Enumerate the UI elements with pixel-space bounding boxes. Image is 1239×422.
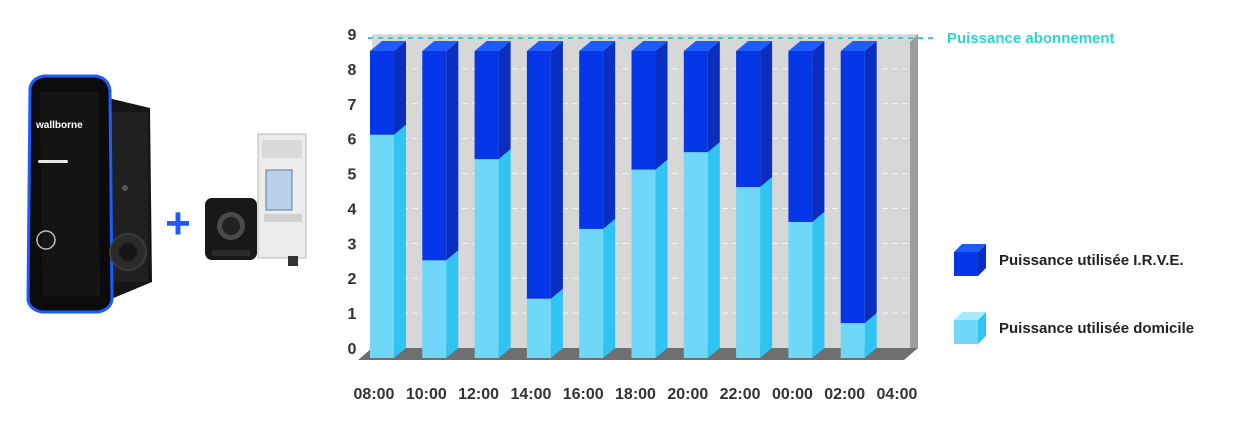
- bar-irve: [736, 40, 773, 188]
- legend-domicile-swatch: [954, 312, 986, 344]
- bar-irve: [422, 40, 459, 261]
- bar-irve: [631, 40, 668, 170]
- x-tick-label: 02:00: [824, 386, 865, 403]
- y-tick-label: 9: [348, 27, 357, 44]
- x-tick-label: 22:00: [720, 386, 761, 403]
- bar-irve: [683, 40, 720, 153]
- bar-domicile: [840, 313, 877, 358]
- x-tick-label: 14:00: [510, 386, 551, 403]
- x-tick-label: 12:00: [458, 386, 499, 403]
- y-tick-label: 7: [348, 97, 357, 114]
- y-tick-label: 1: [348, 306, 357, 323]
- x-tick-label: 18:00: [615, 386, 656, 403]
- x-tick-label: 04:00: [877, 386, 918, 403]
- y-tick-label: 3: [348, 236, 357, 253]
- x-tick-label: 10:00: [406, 386, 447, 403]
- bar-domicile: [474, 149, 511, 358]
- x-tick-label: 20:00: [667, 386, 708, 403]
- x-tick-label: 16:00: [563, 386, 604, 403]
- bar-irve: [788, 40, 825, 222]
- reference-line-label: Puissance abonnement: [947, 30, 1115, 47]
- bar-irve: [526, 40, 563, 299]
- bar-domicile: [736, 177, 773, 358]
- bar-irve: [579, 40, 616, 229]
- bar-irve: [840, 40, 877, 324]
- y-tick-label: 6: [348, 132, 357, 149]
- legend-irve-label: Puissance utilisée I.R.V.E.: [999, 252, 1184, 269]
- y-tick-label: 2: [348, 271, 357, 288]
- charger-icon: [26, 74, 152, 314]
- plot-side-wall: [910, 34, 918, 348]
- energy-meter-icon: [257, 133, 307, 266]
- bar-domicile: [370, 124, 406, 358]
- plus-sign: +: [165, 199, 191, 248]
- y-tick-label: 4: [348, 201, 357, 218]
- bar-domicile: [526, 288, 563, 358]
- x-tick-label: 08:00: [354, 386, 395, 403]
- bar-domicile: [579, 218, 616, 358]
- x-tick-label: 00:00: [772, 386, 813, 403]
- devices-illustration: wallborne +: [26, 74, 307, 314]
- bar-domicile: [683, 142, 720, 358]
- y-tick-label: 8: [348, 62, 357, 79]
- bar-domicile: [422, 250, 459, 358]
- y-tick-label: 5: [348, 167, 357, 184]
- y-tick-label: 0: [348, 341, 357, 358]
- bar-irve: [474, 40, 511, 160]
- legend-irve-swatch: [954, 244, 986, 276]
- charger-brand: wallborne: [35, 120, 83, 131]
- bar-domicile: [788, 211, 825, 358]
- bar-irve: [370, 40, 406, 135]
- legend-domicile-label: Puissance utilisée domicile: [999, 320, 1194, 337]
- current-clamp-icon: [205, 198, 257, 260]
- bar-domicile: [631, 159, 668, 358]
